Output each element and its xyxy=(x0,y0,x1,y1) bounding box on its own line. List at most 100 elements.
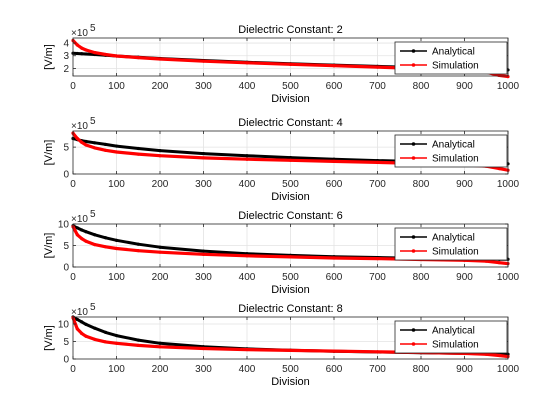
data-point-simulation xyxy=(288,62,293,66)
data-point-simulation xyxy=(75,43,79,47)
x-tick-label: 600 xyxy=(326,364,343,375)
data-point-analytical xyxy=(75,317,79,322)
x-tick-label: 1000 xyxy=(497,272,520,283)
data-point-simulation xyxy=(158,250,162,254)
data-point-analytical xyxy=(84,230,88,234)
y-tick-label: 5 xyxy=(63,143,69,154)
x-tick-label: 800 xyxy=(413,81,430,92)
y-axis-label: [V/m] xyxy=(43,233,55,259)
y-tick-label: 10 xyxy=(58,320,70,331)
legend-box xyxy=(394,320,508,354)
data-point-simulation xyxy=(136,343,140,347)
data-point-simulation xyxy=(93,146,97,150)
legend-marker-simulation xyxy=(411,249,416,253)
legend-label-simulation: Simulation xyxy=(432,247,479,258)
data-point-simulation xyxy=(136,152,140,156)
data-point-analytical xyxy=(93,326,97,330)
x-tick-label: 0 xyxy=(70,81,76,92)
data-point-analytical xyxy=(93,141,97,145)
data-point-simulation xyxy=(288,158,293,162)
data-point-analytical xyxy=(158,149,162,153)
data-point-simulation xyxy=(80,140,84,144)
data-point-analytical xyxy=(80,228,84,232)
legend-box xyxy=(394,227,508,261)
data-point-simulation xyxy=(75,327,79,331)
legend-marker-simulation xyxy=(411,63,416,67)
x-tick-label: 900 xyxy=(456,364,473,375)
legend-marker-analytical xyxy=(411,49,416,53)
x-tick-label: 400 xyxy=(239,81,256,92)
chart-title: Dielectric Constant: 2 xyxy=(238,24,343,36)
y-tick-label: 0 xyxy=(63,355,69,366)
x-tick-label: 900 xyxy=(456,81,473,92)
x-tick-label: 800 xyxy=(413,272,430,283)
x-tick-label: 1000 xyxy=(497,364,520,375)
data-point-simulation xyxy=(245,61,249,65)
data-point-analytical xyxy=(114,238,119,242)
x-tick-label: 800 xyxy=(413,179,430,190)
legend-label-simulation: Simulation xyxy=(432,154,479,165)
data-point-simulation xyxy=(84,143,88,147)
legend-box xyxy=(394,134,508,168)
axis-multiplier-exponent: 5 xyxy=(90,23,96,34)
data-point-simulation xyxy=(332,256,336,260)
chart-title: Dielectric Constant: 6 xyxy=(238,210,343,222)
chart-title: Dielectric Constant: 4 xyxy=(238,117,343,129)
data-point-simulation xyxy=(245,347,249,352)
data-point-analytical xyxy=(93,233,97,237)
legend-marker-analytical xyxy=(411,328,416,332)
data-point-analytical xyxy=(104,330,108,334)
x-axis-label: Division xyxy=(271,376,310,388)
data-point-analytical xyxy=(104,236,108,240)
data-point-analytical xyxy=(114,144,119,148)
x-tick-label: 500 xyxy=(282,81,299,92)
legend-marker-simulation xyxy=(411,342,416,346)
data-point-simulation xyxy=(245,254,249,258)
x-tick-label: 500 xyxy=(282,364,299,375)
x-tick-label: 900 xyxy=(456,272,473,283)
data-point-simulation xyxy=(136,249,140,253)
x-tick-label: 500 xyxy=(282,179,299,190)
data-point-simulation xyxy=(201,59,206,63)
x-tick-label: 300 xyxy=(195,81,212,92)
axis-multiplier: ×10 xyxy=(71,121,88,132)
x-tick-label: 100 xyxy=(108,364,125,375)
x-tick-label: 0 xyxy=(70,179,76,190)
x-tick-label: 100 xyxy=(108,179,125,190)
x-tick-label: 200 xyxy=(152,364,169,375)
data-point-simulation xyxy=(375,350,380,354)
data-point-analytical xyxy=(245,154,249,158)
axis-multiplier-exponent: 5 xyxy=(90,209,96,220)
data-point-simulation xyxy=(114,341,119,345)
y-tick-label: 5 xyxy=(63,241,69,252)
data-point-simulation xyxy=(201,252,206,256)
data-point-simulation xyxy=(84,239,88,243)
data-point-analytical xyxy=(84,139,88,144)
legend-marker-analytical xyxy=(411,235,416,239)
x-tick-label: 1000 xyxy=(497,81,520,92)
x-tick-label: 600 xyxy=(326,81,343,92)
legend: Analytical Simulation xyxy=(394,227,508,261)
data-point-simulation xyxy=(80,46,84,50)
data-point-simulation xyxy=(80,331,84,336)
data-point-simulation xyxy=(114,246,119,251)
x-tick-label: 0 xyxy=(70,272,76,283)
x-tick-label: 900 xyxy=(456,179,473,190)
axis-multiplier: ×10 xyxy=(71,28,88,39)
data-point-analytical xyxy=(114,333,119,338)
data-point-analytical xyxy=(104,142,108,147)
y-tick-label: 3 xyxy=(63,51,69,62)
legend-label-simulation: Simulation xyxy=(432,61,479,72)
x-tick-label: 600 xyxy=(326,179,343,190)
data-point-analytical xyxy=(136,146,140,151)
y-tick-label: 2 xyxy=(63,64,69,75)
data-point-simulation xyxy=(104,52,108,57)
data-point-simulation xyxy=(104,148,108,152)
legend-label-analytical: Analytical xyxy=(432,47,475,58)
data-point-simulation xyxy=(332,349,336,353)
data-point-simulation xyxy=(93,243,97,247)
data-point-simulation xyxy=(114,150,119,154)
data-point-analytical xyxy=(80,52,84,56)
